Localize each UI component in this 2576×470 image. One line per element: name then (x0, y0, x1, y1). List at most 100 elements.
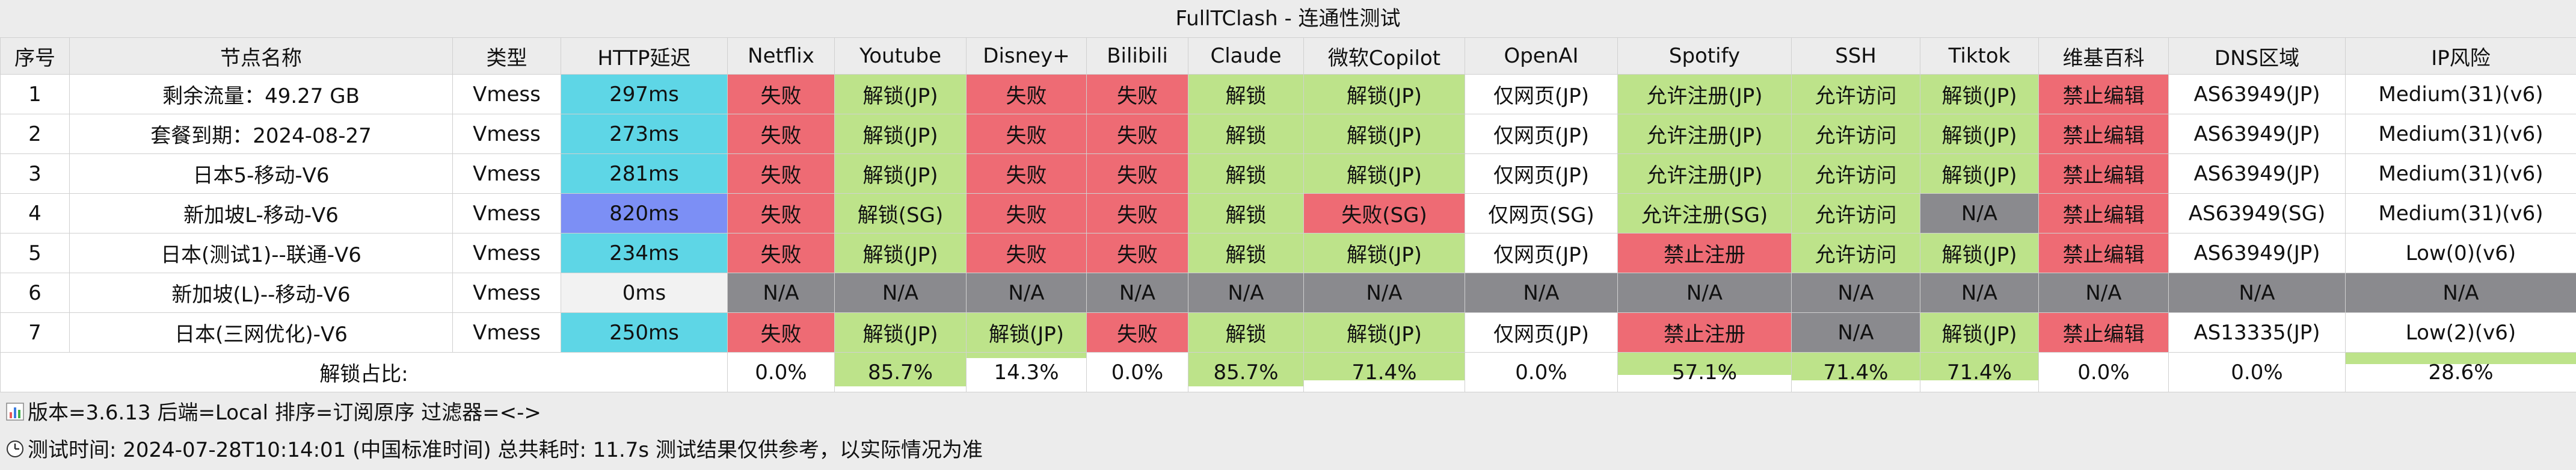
status-cell: 允许访问 (1792, 194, 1920, 233)
status-cell: 仅网页(JP) (1465, 75, 1618, 114)
status-cell: 失败 (1087, 154, 1188, 194)
summary-cell: 0.0% (1465, 353, 1618, 392)
status-cell: 解锁(JP) (1920, 75, 2039, 114)
row-index: 4 (1, 194, 70, 233)
status-cell: AS63949(JP) (2169, 233, 2346, 273)
node-type: Vmess (453, 75, 561, 114)
footer-time: 测试时间: 2024-07-28T10:14:01 (中国标准时间) 总共耗时:… (0, 431, 2576, 469)
summary-cell: 0.0% (728, 353, 835, 392)
status-cell: 失败 (967, 233, 1087, 273)
column-header: Spotify (1618, 38, 1792, 75)
column-header: 类型 (453, 38, 561, 75)
status-cell: 解锁 (1188, 233, 1304, 273)
node-name: 剩余流量：49.27 GB (70, 75, 453, 114)
bar-chart-icon (6, 395, 24, 433)
summary-percent: 28.6% (2428, 360, 2493, 385)
status-cell: 允许注册(JP) (1618, 154, 1792, 194)
http-latency: 0ms (561, 273, 728, 313)
status-cell: 禁止编辑 (2039, 154, 2169, 194)
status-cell: N/A (835, 273, 967, 313)
status-cell: N/A (1920, 273, 2039, 313)
summary-cell: 28.6% (2346, 353, 2576, 392)
row-index: 7 (1, 313, 70, 353)
status-cell: AS63949(JP) (2169, 114, 2346, 154)
column-header: DNS区域 (2169, 38, 2346, 75)
http-latency: 273ms (561, 114, 728, 154)
status-cell: 失败 (728, 75, 835, 114)
column-header: Disney+ (967, 38, 1087, 75)
column-header: Claude (1188, 38, 1304, 75)
row-index: 1 (1, 75, 70, 114)
status-cell: 解锁(JP) (1920, 233, 2039, 273)
footer-config-text: 版本=3.6.13 后端=Local 排序=订阅原序 过滤器=<-> (28, 401, 541, 425)
status-cell: 仅网页(JP) (1465, 114, 1618, 154)
status-cell: 失败 (1087, 75, 1188, 114)
status-cell: 解锁 (1188, 114, 1304, 154)
status-cell: Low(0)(v6) (2346, 233, 2576, 273)
summary-percent: 0.0% (1111, 360, 1163, 385)
status-cell: 解锁(JP) (835, 114, 967, 154)
column-header: Tiktok (1920, 38, 2039, 75)
summary-cell: 71.4% (1920, 353, 2039, 392)
status-cell: N/A (1188, 273, 1304, 313)
summary-cell: 71.4% (1304, 353, 1465, 392)
summary-percent: 14.3% (994, 360, 1059, 385)
status-cell: 失败 (1087, 194, 1188, 233)
status-cell: AS63949(JP) (2169, 154, 2346, 194)
summary-cell: 71.4% (1792, 353, 1920, 392)
row-index: 5 (1, 233, 70, 273)
status-cell: 失败 (1087, 313, 1188, 353)
node-name: 套餐到期：2024-08-27 (70, 114, 453, 154)
status-cell: 仅网页(SG) (1465, 194, 1618, 233)
summary-percent: 0.0% (1515, 360, 1567, 385)
node-type: Vmess (453, 194, 561, 233)
node-type: Vmess (453, 313, 561, 353)
node-type: Vmess (453, 114, 561, 154)
summary-percent: 71.4% (1823, 360, 1888, 385)
row-index: 6 (1, 273, 70, 313)
status-cell: 解锁(JP) (1920, 114, 2039, 154)
status-cell: Medium(31)(v6) (2346, 114, 2576, 154)
status-cell: 解锁(JP) (1304, 75, 1465, 114)
status-cell: 仅网页(JP) (1465, 233, 1618, 273)
status-cell: Low(2)(v6) (2346, 313, 2576, 353)
summary-percent: 71.4% (1351, 360, 1416, 385)
http-latency: 281ms (561, 154, 728, 194)
status-cell: 失败 (967, 194, 1087, 233)
status-cell: 解锁 (1188, 75, 1304, 114)
status-cell: 解锁(JP) (835, 313, 967, 353)
status-cell: 解锁(JP) (835, 154, 967, 194)
status-cell: N/A (1087, 273, 1188, 313)
status-cell: 失败(SG) (1304, 194, 1465, 233)
column-header: OpenAI (1465, 38, 1618, 75)
row-index: 3 (1, 154, 70, 194)
status-cell: N/A (2346, 273, 2576, 313)
summary-cell: 85.7% (835, 353, 967, 392)
status-cell: 仅网页(JP) (1465, 313, 1618, 353)
status-cell: 失败 (967, 154, 1087, 194)
column-header: 微软Copilot (1304, 38, 1465, 75)
column-header: Netflix (728, 38, 835, 75)
column-header: 节点名称 (70, 38, 453, 75)
summary-cell: 14.3% (967, 353, 1087, 392)
status-cell: 解锁(JP) (1920, 154, 2039, 194)
summary-label: 解锁占比: (1, 353, 728, 392)
status-cell: N/A (728, 273, 835, 313)
status-cell: 允许访问 (1792, 114, 1920, 154)
http-latency: 234ms (561, 233, 728, 273)
status-cell: N/A (1920, 194, 2039, 233)
status-cell: 解锁 (1188, 154, 1304, 194)
status-cell: 禁止编辑 (2039, 313, 2169, 353)
node-name: 日本(测试1)--联通-V6 (70, 233, 453, 273)
node-name: 日本(三网优化)-V6 (70, 313, 453, 353)
node-type: Vmess (453, 233, 561, 273)
status-cell: 允许访问 (1792, 75, 1920, 114)
column-header: 维基百科 (2039, 38, 2169, 75)
column-header: Bilibili (1087, 38, 1188, 75)
status-cell: 失败 (728, 233, 835, 273)
status-cell: AS13335(JP) (2169, 313, 2346, 353)
